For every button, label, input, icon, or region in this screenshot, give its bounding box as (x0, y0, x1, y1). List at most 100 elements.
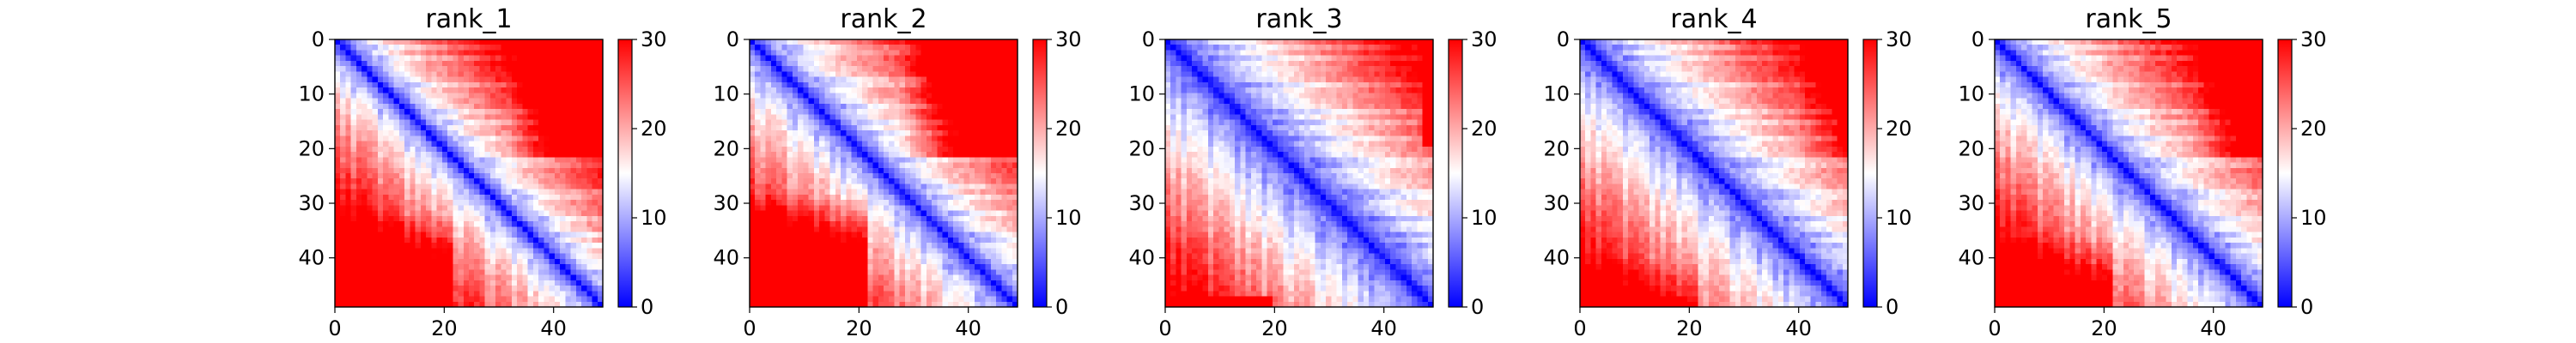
heatmap-cell (1006, 286, 1013, 292)
heatmap-cell (996, 173, 1002, 179)
heatmap-cell (975, 45, 981, 51)
heatmap-cell (340, 45, 346, 51)
heatmap-cell (947, 296, 954, 303)
heatmap-cell (495, 66, 501, 72)
heatmap-cell (953, 291, 959, 297)
heatmap-cell (474, 130, 480, 136)
heatmap-cell (479, 215, 486, 222)
heatmap-cell (953, 146, 959, 153)
heatmap-cell (592, 184, 598, 190)
heatmap-cell (904, 189, 911, 196)
heatmap-cell (565, 152, 571, 158)
heatmap-cell (538, 76, 544, 83)
heatmap-cell (463, 221, 470, 227)
heatmap-cell (878, 45, 884, 51)
heatmap-cell (377, 157, 384, 163)
heatmap-cell (894, 66, 901, 72)
heatmap-cell (835, 215, 841, 222)
heatmap-cell (570, 81, 577, 88)
heatmap-cell (426, 39, 432, 45)
heatmap-cell (554, 55, 561, 62)
heatmap-cell (565, 87, 571, 93)
heatmap-cell (431, 162, 437, 169)
heatmap-cell (484, 232, 491, 238)
heatmap-cell (398, 157, 405, 163)
heatmap-cell (335, 50, 341, 57)
heatmap-cell (813, 243, 820, 249)
heatmap-cell (565, 221, 571, 227)
heatmap-cell (1006, 45, 1013, 51)
heatmap-cell (398, 60, 405, 67)
heatmap-cell (867, 210, 873, 217)
heatmap-cell (851, 178, 858, 184)
heatmap-cell (920, 98, 927, 105)
heatmap-cell (453, 146, 459, 153)
heatmap-cell (867, 45, 873, 51)
heatmap-cell (415, 45, 422, 51)
heatmap-cell (383, 221, 389, 227)
heatmap-cell (910, 162, 916, 169)
heatmap-cell (969, 45, 975, 51)
heatmap-cell (878, 157, 884, 163)
heatmap-cell (1012, 81, 1018, 88)
heatmap-cell (410, 93, 416, 99)
heatmap-cell (1001, 178, 1007, 184)
heatmap-cell (511, 210, 518, 217)
heatmap-cell (872, 248, 879, 254)
heatmap-cell (846, 215, 852, 222)
heatmap-cell (947, 146, 954, 153)
heatmap-cell (592, 194, 598, 201)
heatmap-cell (410, 87, 416, 93)
heatmap-cell (824, 274, 830, 281)
heatmap-cell (544, 237, 550, 244)
heatmap-cell (544, 66, 550, 72)
heatmap-cell (760, 130, 767, 136)
heatmap-cell (969, 226, 975, 233)
heatmap-cell (1001, 162, 1007, 169)
heatmap-cell (803, 264, 810, 270)
heatmap-cell (872, 178, 879, 184)
heatmap-cell (361, 286, 368, 292)
heatmap-cell (367, 248, 374, 254)
heatmap-cell (958, 98, 964, 105)
heatmap-cell (350, 167, 357, 174)
heatmap-cell (597, 146, 604, 153)
heatmap-cell (792, 109, 799, 115)
heatmap-cell (856, 215, 863, 222)
heatmap-cell (383, 253, 389, 260)
heatmap-cell (770, 248, 777, 254)
heatmap-cell (479, 296, 486, 303)
heatmap-cell (474, 269, 480, 275)
heatmap-cell (415, 184, 422, 190)
heatmap-cell (878, 81, 884, 88)
heatmap-cell (410, 200, 416, 206)
heatmap-cell (532, 98, 539, 105)
heatmap-cell (420, 248, 427, 254)
heatmap-cell (447, 200, 453, 206)
heatmap-cell (776, 130, 782, 136)
heatmap-cell (835, 200, 841, 206)
heatmap-cell (511, 264, 518, 270)
heatmap-cell (969, 253, 975, 260)
heatmap-cell (410, 215, 416, 222)
heatmap-cell (511, 87, 518, 93)
heatmap-cell (856, 114, 863, 120)
heatmap-cell (575, 194, 582, 201)
heatmap-cell (781, 296, 788, 303)
heatmap-cell (404, 124, 410, 131)
heatmap-cell (819, 167, 825, 174)
heatmap-cell (560, 39, 566, 45)
heatmap-cell (867, 157, 873, 163)
heatmap-cell (570, 60, 577, 67)
heatmap-cell (856, 81, 863, 88)
heatmap-cell (527, 237, 534, 244)
heatmap-cell (420, 146, 427, 153)
heatmap-cell (489, 301, 496, 308)
heatmap-cell (597, 286, 604, 292)
heatmap-cell (894, 109, 901, 115)
heatmap-cell (431, 280, 437, 286)
heatmap-cell (915, 221, 922, 227)
heatmap-cell (953, 152, 959, 158)
heatmap-cell (431, 200, 437, 206)
heatmap-cell (953, 167, 959, 174)
